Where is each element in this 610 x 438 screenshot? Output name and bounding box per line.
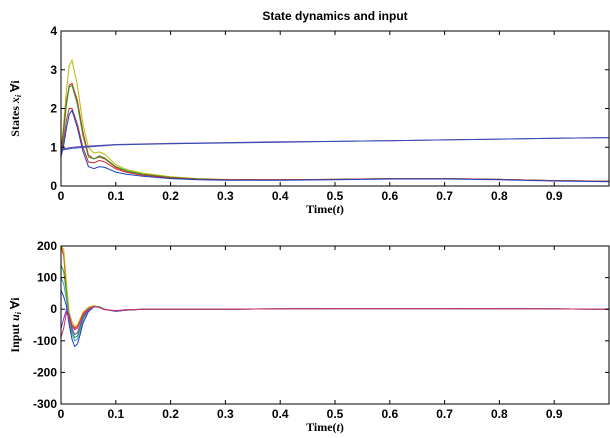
x-tick-label: 0.9 [546,189,563,203]
y-tick-label: 100 [37,271,57,285]
y-tick-label: 200 [37,239,57,253]
x-tick-label: 0.3 [217,407,234,421]
series-line-1 [61,82,609,182]
x-tick-label: 0.6 [381,189,398,203]
y-tick-label: -100 [33,334,57,348]
states-plot: 0 0.1 0.2 0.3 0.4 0.5 0.6 0.7 0.8 0.9 0 1 2 3 4 Time(t)… [8,24,610,216]
axes-frame [60,30,610,187]
y-tick-label: -200 [33,365,57,379]
y-axis-label: States xi ∀i [8,80,23,137]
series-line-3 [61,290,609,348]
x-tick-label: 0 [58,189,65,203]
series-group [61,58,609,183]
x-tick-label: 0.2 [162,189,179,203]
series-line-0 [61,58,609,182]
x-tick-label: 0 [58,407,65,421]
input-plot: 0 0.1 0.2 0.3 0.4 0.5 0.6 0.7 0.8 0.9 200 100 0 -100 -… [8,239,610,434]
x-tick-label: 0.2 [162,407,179,421]
series-line-0 [61,246,609,329]
chart-title: State dynamics and input [262,9,407,23]
x-tick-label: 0.8 [491,407,508,421]
x-tick-label: 0.6 [381,407,398,421]
x-tick-label: 0.4 [272,189,289,203]
x-tick-label: 0.9 [546,407,563,421]
x-axis-label: Time(t) [306,420,344,434]
x-tick-label: 0.1 [107,189,124,203]
x-axis-label: Time(t) [306,202,344,216]
series-line-2 [61,84,609,182]
y-tick-label: 1 [50,140,57,154]
axes-frame [60,245,610,405]
series-line-3 [61,108,609,182]
series-group [61,246,609,348]
y-tick-label: -300 [33,397,57,411]
series-line-4 [61,109,609,183]
series-line-1 [61,264,609,339]
y-tick-label: 4 [50,24,57,38]
x-tick-label: 0.4 [272,407,289,421]
series-line-5 [61,137,609,150]
y-tick-label: 3 [50,63,57,77]
x-tick-label: 0.5 [327,407,344,421]
series-line-6 [61,305,609,338]
y-axis-label: Input ui ∀i [8,297,23,353]
y-tick-label: 0 [50,302,57,316]
x-tick-label: 0.5 [327,189,344,203]
x-tick-label: 0.7 [436,407,453,421]
x-tick-label: 0.1 [107,407,124,421]
series-line-4 [61,246,609,328]
x-tick-label: 0.3 [217,189,234,203]
y-tick-label: 2 [50,102,57,116]
x-tick-label: 0.8 [491,189,508,203]
series-line-5 [61,305,609,336]
y-tick-label: 0 [50,179,57,193]
x-tick-label: 0.7 [436,189,453,203]
series-line-6 [61,137,609,151]
